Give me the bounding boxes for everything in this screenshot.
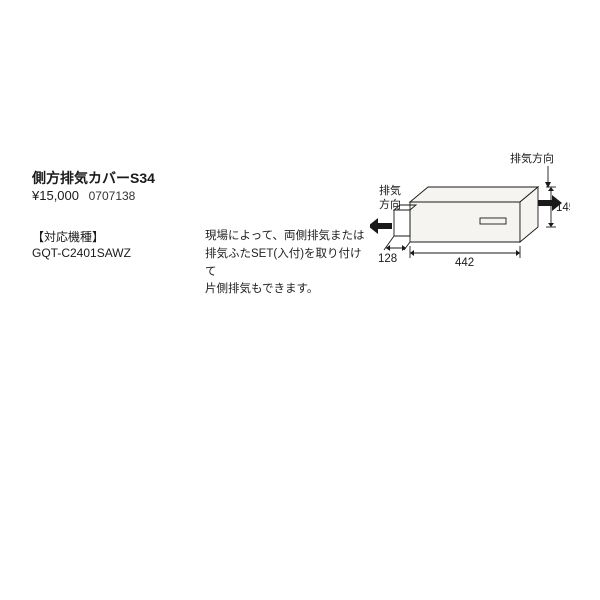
note-line-2: 排気ふたSET(入付)を取り付けて [205, 248, 362, 278]
diagram-front-face [410, 202, 520, 242]
diagram-top-face [410, 187, 538, 202]
product-title: 側方排気カバーS34 [32, 168, 155, 188]
dim-height-value: 145.7 [556, 202, 570, 214]
note-line-3: 片側排気もできます。 [205, 283, 318, 295]
exhaust-label-right: 排気方向 [510, 151, 554, 165]
dim-height-arrow-top-icon [548, 187, 554, 191]
diagram-left-duct [394, 210, 410, 236]
compat-model: GQT-C2401SAWZ [32, 246, 131, 260]
product-diagram: 排気 方向 排気方向 145.7 442 [370, 140, 570, 300]
exhaust-arrow-left-icon [370, 218, 392, 234]
price-line: ¥15,000 0707138 [32, 188, 135, 203]
dim-width-arrow-l-icon [410, 250, 414, 256]
product-code: 0707138 [89, 189, 136, 203]
dim-depth-value: 128 [378, 253, 397, 265]
dim-height-arrow-bot-icon [548, 223, 554, 227]
page: 側方排気カバーS34 ¥15,000 0707138 【対応機種】 GQT-C2… [0, 0, 600, 600]
dim-width-arrow-r-icon [516, 250, 520, 256]
compat-heading: 【対応機種】 [32, 228, 104, 245]
exhaust-label-left-1: 排気 [379, 183, 401, 197]
note-text: 現場によって、両側排気または 排気ふたSET(入付)を取り付けて 片側排気もでき… [205, 228, 370, 299]
dim-width-value: 442 [455, 257, 474, 269]
exhaust-label-left-2: 方向 [379, 197, 401, 211]
dim-depth-arrow-b-icon [402, 245, 406, 251]
price: ¥15,000 [32, 188, 79, 203]
note-line-1: 現場によって、両側排気または [205, 230, 365, 242]
